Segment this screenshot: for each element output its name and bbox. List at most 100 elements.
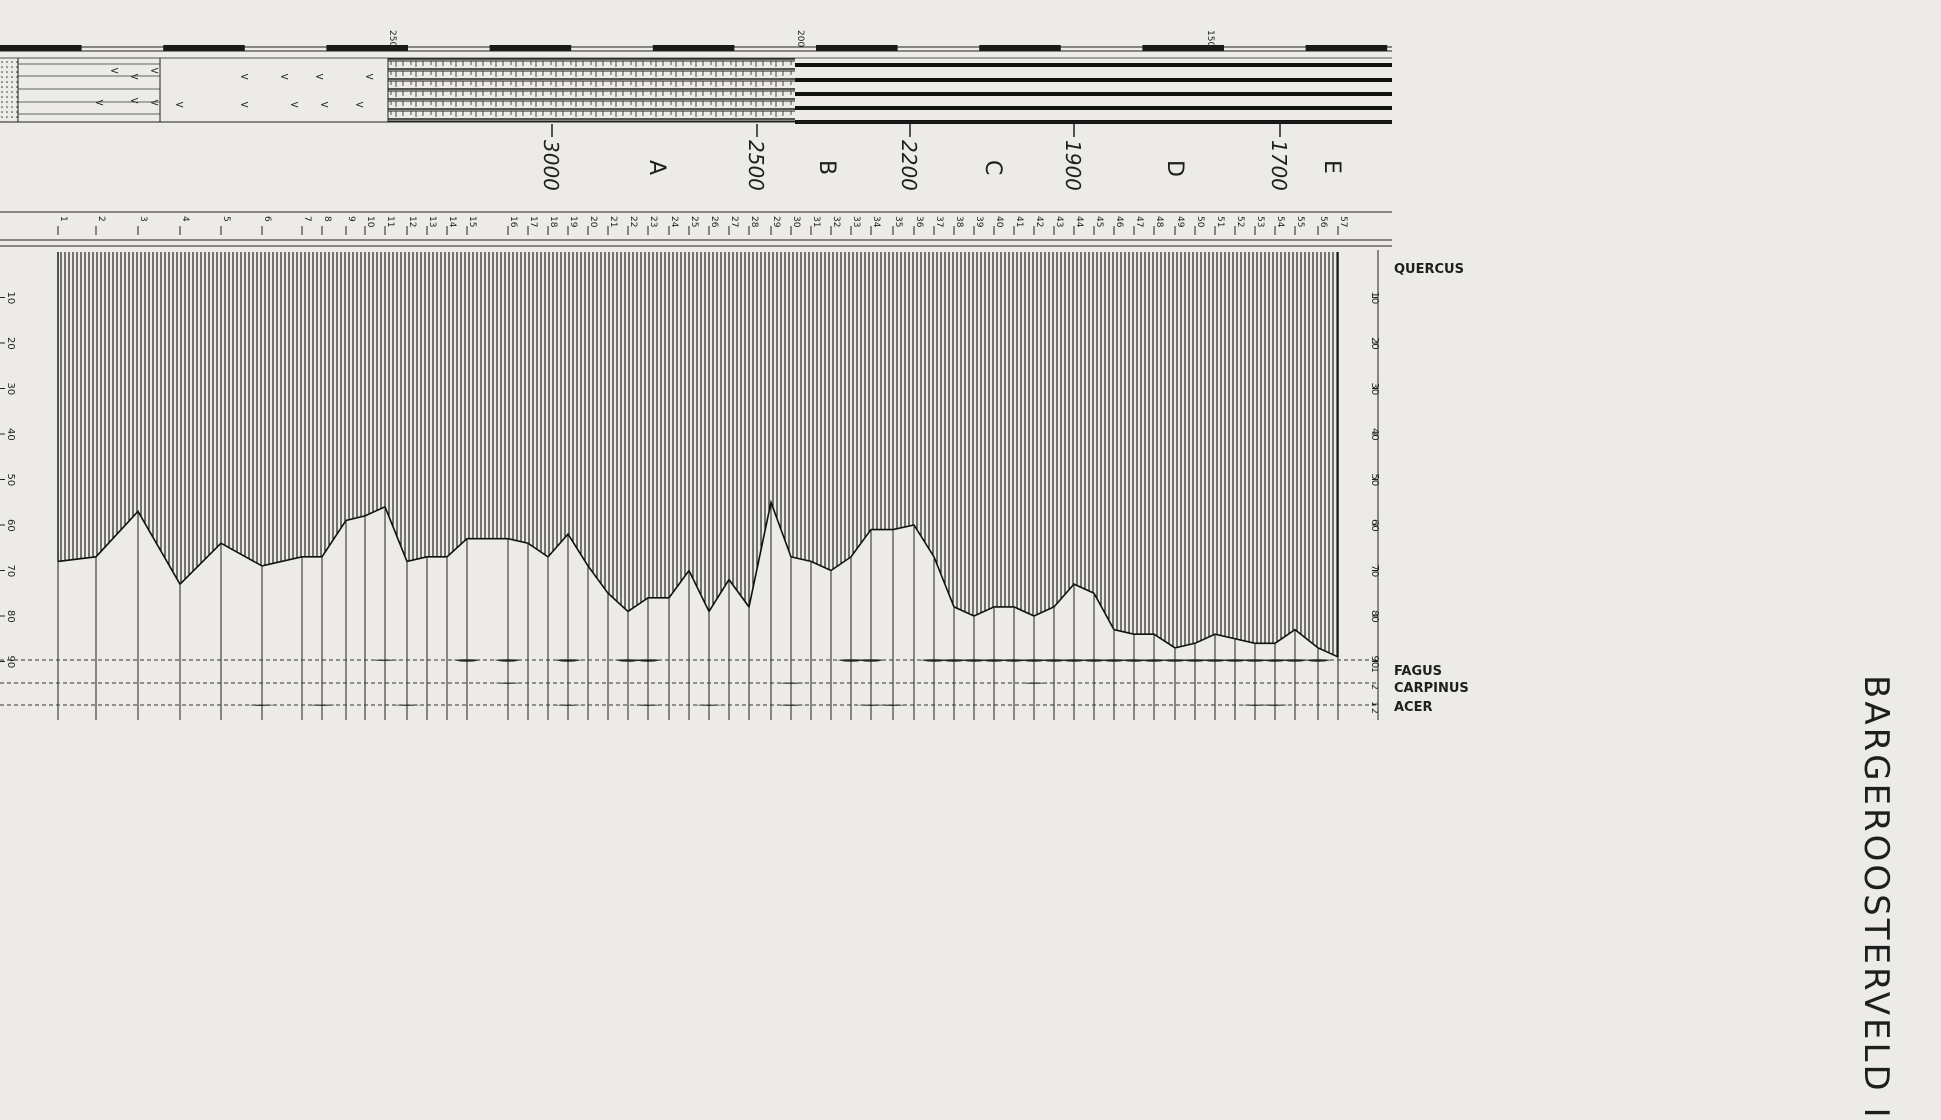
percent-label: 40 bbox=[1369, 428, 1380, 441]
percent-label: 50 bbox=[1369, 474, 1380, 487]
age-label: 1900 bbox=[1061, 140, 1085, 191]
minor-taxon-mark bbox=[879, 704, 907, 706]
sample-number: 3 bbox=[138, 216, 148, 222]
lithology-mark: < bbox=[315, 70, 324, 83]
pollen-diagram: 250 200 150 < < << < < << < < << < < < 3000 2500 22… bbox=[0, 30, 1469, 720]
sample-number: 20 bbox=[588, 216, 598, 228]
sample-number: 19 bbox=[568, 216, 578, 228]
lithology-mark: < bbox=[240, 70, 249, 83]
lithology-mark: < bbox=[95, 96, 104, 109]
sample-number: 44 bbox=[1074, 216, 1084, 228]
sample-number: 7 bbox=[302, 216, 312, 222]
minor-taxa-rows bbox=[0, 659, 1378, 706]
sample-number: 4 bbox=[180, 216, 190, 222]
sample-number: 53 bbox=[1255, 216, 1265, 227]
age-label: 2500 bbox=[744, 140, 768, 191]
lithology-mark: < bbox=[320, 98, 329, 111]
percent-label: 50 bbox=[5, 474, 16, 487]
sample-number: 27 bbox=[729, 216, 739, 227]
percent-label: 80 bbox=[1369, 610, 1380, 623]
minor-taxon-mark bbox=[494, 682, 522, 684]
sample-number: 56 bbox=[1318, 216, 1328, 228]
right-percent-scale: 10 20 30 40 50 60 70 80 90 bbox=[1369, 292, 1380, 669]
percent-label: 70 bbox=[1369, 565, 1380, 578]
quercus-hatched-area bbox=[58, 252, 1338, 657]
sample-number: 51 bbox=[1215, 216, 1225, 227]
sample-number: 14 bbox=[447, 216, 457, 228]
minor-taxon-mark bbox=[1140, 659, 1168, 662]
percent-label: 80 bbox=[5, 610, 16, 623]
scale-tick-label: 1 bbox=[1369, 701, 1379, 707]
lithology-mark: < bbox=[110, 64, 119, 77]
percent-label: 30 bbox=[5, 383, 16, 396]
minor-taxon-mark bbox=[857, 704, 885, 706]
minor-taxon-mark bbox=[393, 704, 421, 706]
scale-segment bbox=[0, 45, 82, 51]
sample-number: 37 bbox=[934, 216, 944, 227]
zone-label: B bbox=[814, 160, 839, 175]
scale-segment bbox=[163, 45, 245, 51]
sample-number: 34 bbox=[871, 216, 881, 228]
lithology-mark: < bbox=[290, 98, 299, 111]
minor-taxon-mark bbox=[494, 659, 522, 662]
sample-number: 41 bbox=[1014, 216, 1024, 227]
scale-tick-label: 2 bbox=[1369, 684, 1379, 690]
lithology-mark: < bbox=[175, 98, 184, 111]
depth-label: 250 bbox=[387, 30, 397, 47]
sample-number: 28 bbox=[749, 216, 759, 228]
minor-taxon-mark bbox=[777, 704, 805, 706]
age-label: 2200 bbox=[897, 140, 921, 191]
quercus-curve-plot bbox=[57, 252, 1339, 720]
taxon-label: FAGUS bbox=[1394, 664, 1442, 679]
minor-taxon-mark bbox=[453, 659, 481, 662]
scale-segment bbox=[1142, 45, 1224, 51]
sample-number: 49 bbox=[1175, 216, 1185, 228]
scale-segment bbox=[816, 45, 898, 51]
sample-number: 22 bbox=[628, 216, 638, 227]
sample-number: 12 bbox=[407, 216, 417, 227]
sample-number: 21 bbox=[608, 216, 618, 227]
sample-number: 17 bbox=[528, 216, 538, 227]
sample-number: 52 bbox=[1235, 216, 1245, 227]
scale-tick-label: 2 bbox=[1369, 708, 1379, 714]
percent-label: 90 bbox=[5, 656, 16, 669]
sample-number: 31 bbox=[811, 216, 821, 227]
minor-taxon-mark bbox=[1281, 659, 1309, 662]
minor-taxon-mark bbox=[777, 682, 805, 684]
depth-label: 150 bbox=[1205, 30, 1215, 47]
age-label: 3000 bbox=[539, 140, 563, 191]
sample-number: 29 bbox=[771, 216, 781, 228]
taxon-label: QUERCUS bbox=[1394, 262, 1464, 277]
sample-number: 57 bbox=[1338, 216, 1348, 227]
sample-number: 39 bbox=[974, 216, 984, 228]
sample-number: 25 bbox=[689, 216, 699, 227]
sample-number: 36 bbox=[914, 216, 924, 228]
zone-label: A bbox=[644, 160, 669, 175]
percent-label: 30 bbox=[1369, 383, 1380, 396]
lithology-mark: < bbox=[130, 94, 139, 107]
percent-label: 70 bbox=[5, 565, 16, 578]
sample-number: 47 bbox=[1134, 216, 1144, 227]
scale-segment bbox=[489, 45, 572, 51]
sample-number: 55 bbox=[1295, 216, 1305, 227]
sample-number: 23 bbox=[648, 216, 658, 227]
sample-number: 33 bbox=[851, 216, 861, 227]
lithology-mark: < bbox=[240, 98, 249, 111]
sample-number: 10 bbox=[365, 216, 375, 228]
minor-taxon-mark bbox=[1304, 659, 1332, 662]
sample-number: 2 bbox=[96, 216, 106, 222]
minor-taxon-mark bbox=[857, 659, 885, 662]
minor-taxon-mark bbox=[371, 659, 399, 661]
scale-segment bbox=[326, 45, 408, 51]
age-axis: 3000 2500 2200 1900 1700 A B C D E bbox=[0, 124, 1392, 213]
sample-number: 6 bbox=[262, 216, 272, 222]
sample-number: 24 bbox=[669, 216, 679, 228]
sample-number: 15 bbox=[467, 216, 477, 227]
zone-label: C bbox=[980, 160, 1005, 175]
sample-number: 46 bbox=[1114, 216, 1124, 228]
sample-number: 50 bbox=[1195, 216, 1205, 228]
percent-label: 40 bbox=[5, 428, 16, 441]
sample-number: 5 bbox=[221, 216, 231, 222]
sample-number: 11 bbox=[385, 216, 395, 227]
sample-number: 40 bbox=[994, 216, 1004, 228]
